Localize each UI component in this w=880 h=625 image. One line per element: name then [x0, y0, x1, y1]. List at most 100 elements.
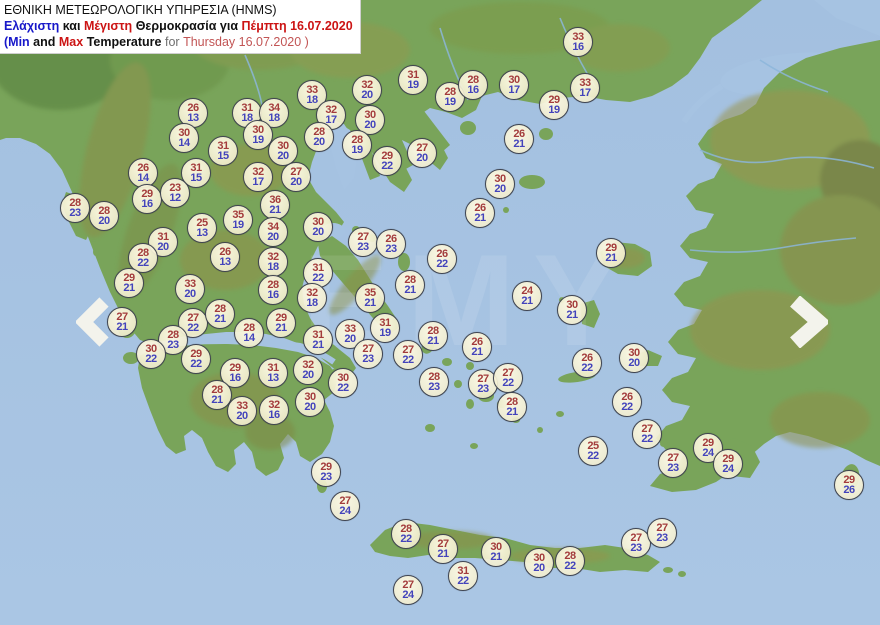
max-temp: 30: [508, 74, 520, 86]
min-temp: 21: [506, 406, 518, 418]
max-temp: 28: [243, 322, 255, 334]
temp-badge: 35 21: [355, 283, 385, 313]
temp-badge: 27 23: [348, 227, 378, 257]
temp-badge: 26 21: [465, 198, 495, 228]
temp-badge: 36 21: [260, 190, 290, 220]
min-temp: 17: [252, 176, 264, 188]
max-temp: 28: [313, 126, 325, 138]
max-temp: 25: [587, 440, 599, 452]
max-temp: 29: [123, 272, 135, 284]
max-temp: 29: [141, 188, 153, 200]
max-temp: 32: [267, 251, 279, 263]
min-temp: 23: [667, 462, 679, 474]
max-temp: 30: [252, 124, 264, 136]
max-temp: 32: [361, 79, 373, 91]
max-temp: 33: [572, 31, 584, 43]
min-temp: 22: [337, 382, 349, 394]
temp-badge: 30 20: [619, 343, 649, 373]
min-temp: 18: [306, 297, 318, 309]
min-temp: 22: [312, 272, 324, 284]
max-temp: 28: [211, 384, 223, 396]
min-temp: 18: [268, 112, 280, 124]
min-temp: 22: [502, 377, 514, 389]
min-temp: 19: [252, 134, 264, 146]
max-temp: 33: [184, 278, 196, 290]
max-temp: 27: [290, 166, 302, 178]
temp-badge: 27 23: [621, 528, 651, 558]
max-temp: 35: [364, 287, 376, 299]
max-temp: 30: [533, 552, 545, 564]
min-temp: 22: [190, 358, 202, 370]
temp-badge: 27 22: [632, 419, 662, 449]
max-temp: 32: [268, 399, 280, 411]
temp-badge: 29 26: [834, 470, 864, 500]
max-temp: 32: [306, 287, 318, 299]
temp-badge: 28 20: [304, 122, 334, 152]
min-temp: 22: [581, 362, 593, 374]
temp-badge: 26 21: [462, 332, 492, 362]
max-temp: 27: [402, 344, 414, 356]
min-temp: 21: [513, 138, 525, 150]
max-temp: 28: [137, 247, 149, 259]
max-temp: 30: [312, 216, 324, 228]
min-temp: 20: [98, 215, 110, 227]
min-temp: 21: [427, 335, 439, 347]
temp-badge: 28 23: [60, 193, 90, 223]
max-temp: 27: [656, 522, 668, 534]
max-temp: 36: [269, 194, 281, 206]
temp-badge: 29 22: [372, 146, 402, 176]
temp-badge: 31 15: [208, 136, 238, 166]
min-temp: 20: [157, 241, 169, 253]
min-temp: 19: [407, 79, 419, 91]
next-day-arrow[interactable]: [788, 295, 831, 351]
temp-badge: 30 20: [268, 136, 298, 166]
min-temp: 22: [187, 322, 199, 334]
title-greek: Ελάχιστη και Μέγιστη Θερμοκρασία για Πέμ…: [4, 19, 353, 33]
temp-badge: 27 21: [107, 307, 137, 337]
max-temp: 26: [471, 336, 483, 348]
min-temp: 16: [572, 41, 584, 53]
min-temp: 20: [302, 369, 314, 381]
min-temp: 21: [116, 321, 128, 333]
min-temp: 14: [243, 332, 255, 344]
temp-badge: 32 20: [293, 355, 323, 385]
min-temp: 24: [702, 447, 714, 459]
max-temp: 32: [325, 104, 337, 116]
min-temp: 15: [217, 150, 229, 162]
max-temp: 29: [190, 348, 202, 360]
max-temp: 30: [304, 391, 316, 403]
min-temp: 21: [312, 339, 324, 351]
temp-badge: 26 14: [128, 158, 158, 188]
temp-badge: 33 20: [175, 274, 205, 304]
max-temp: 31: [217, 140, 229, 152]
min-temp: 23: [630, 542, 642, 554]
max-temp: 27: [437, 538, 449, 550]
max-temp: 28: [467, 74, 479, 86]
min-temp: 17: [579, 87, 591, 99]
min-temp: 20: [277, 150, 289, 162]
max-temp: 26: [137, 162, 149, 174]
max-temp: 30: [566, 299, 578, 311]
max-temp: 29: [275, 312, 287, 324]
max-temp: 33: [306, 84, 318, 96]
max-temp: 32: [302, 359, 314, 371]
min-temp: 26: [843, 484, 855, 496]
max-temp: 31: [457, 565, 469, 577]
temp-badge: 26 22: [612, 387, 642, 417]
temp-badge: 29 23: [311, 457, 341, 487]
temp-badge: 31 19: [398, 65, 428, 95]
min-temp: 20: [344, 333, 356, 345]
previous-day-arrow[interactable]: [74, 297, 110, 350]
max-temp: 31: [312, 329, 324, 341]
temp-badge: 30 20: [303, 212, 333, 242]
temp-badge: 23 12: [160, 178, 190, 208]
max-word-gr: Μέγιστη: [83, 19, 133, 33]
min-temp: 15: [190, 172, 202, 184]
max-temp: 31: [190, 162, 202, 174]
min-temp: 24: [402, 589, 414, 601]
min-temp: 23: [320, 471, 332, 483]
min-temp: 16: [267, 289, 279, 301]
max-temp: 27: [362, 343, 374, 355]
max-temp: 30: [277, 140, 289, 152]
